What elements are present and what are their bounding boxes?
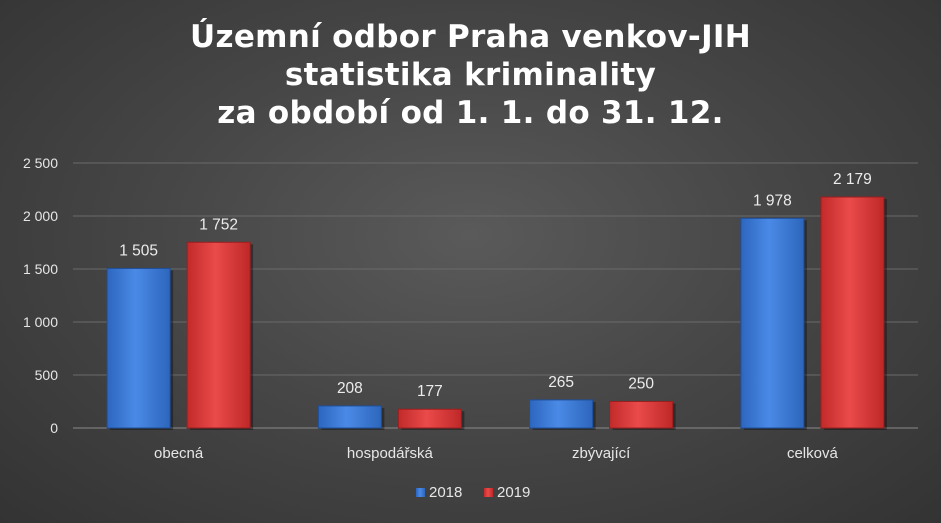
data-label: 2 179: [833, 171, 872, 188]
data-label: 1 978: [753, 192, 792, 209]
category-label: hospodářská: [347, 445, 434, 462]
y-tick-label: 1 500: [23, 261, 58, 277]
bar-2019-2: [609, 401, 674, 429]
chart-title-line-2: statistika kriminality: [284, 57, 657, 93]
legend-label-2018: 2018: [429, 484, 462, 501]
y-tick-label: 500: [35, 367, 59, 383]
y-tick-label: 0: [50, 420, 58, 436]
bars: [106, 196, 887, 430]
chart-title: Územní odbor Praha venkov-JIH statistika…: [0, 18, 941, 132]
data-label: 1 752: [199, 216, 238, 233]
bar-2019-3: [820, 196, 885, 429]
legend-swatch-2018: [416, 488, 425, 497]
chart-title-line-1: Územní odbor Praha venkov-JIH: [190, 19, 751, 55]
data-label: 1 505: [119, 242, 158, 259]
bar-2018-2: [529, 399, 594, 429]
bar-2018-0: [106, 267, 171, 429]
category-label: obecná: [154, 445, 204, 462]
bar-2018-3: [740, 217, 805, 429]
legend: 2018 2019: [416, 484, 530, 501]
data-label: 265: [548, 374, 574, 391]
y-axis-ticks: 0 500 1 000 1 500 2 000 2 500: [23, 155, 58, 436]
x-axis-categories: obecná hospodářská zbývající celková: [154, 445, 838, 462]
data-label: 177: [417, 383, 443, 400]
legend-swatch-2019: [484, 488, 493, 497]
data-label: 250: [628, 376, 654, 393]
bar-2019-1: [397, 408, 462, 429]
data-label: 208: [337, 380, 363, 397]
category-label: celková: [787, 445, 839, 462]
y-tick-label: 2 500: [23, 155, 58, 171]
chart-title-line-3: za období od 1. 1. do 31. 12.: [217, 95, 724, 131]
y-tick-label: 2 000: [23, 208, 58, 224]
category-label: zbývající: [572, 445, 631, 462]
bar-2018-1: [317, 405, 382, 429]
y-tick-label: 1 000: [23, 314, 58, 330]
legend-label-2019: 2019: [497, 484, 530, 501]
data-labels: 1 505 1 752 208 177 265 250 1 978 2 179: [119, 171, 872, 400]
bar-2019-0: [186, 241, 251, 429]
